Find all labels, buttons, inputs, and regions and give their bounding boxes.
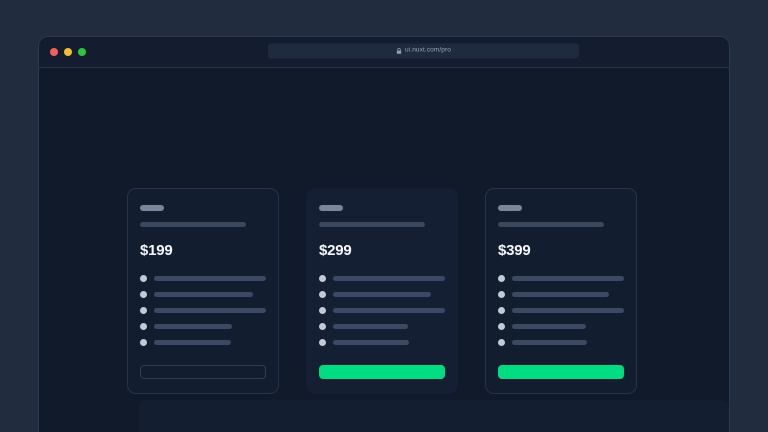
plan-description-skeleton xyxy=(498,222,604,227)
check-icon xyxy=(140,307,147,314)
window-controls xyxy=(50,48,86,56)
plan-cta-button[interactable] xyxy=(140,365,266,379)
feature-item xyxy=(319,323,445,330)
feature-text-skeleton xyxy=(333,292,431,297)
address-text: ui.nuxt.com/pro xyxy=(405,46,451,54)
feature-item xyxy=(498,291,624,298)
feature-item xyxy=(140,307,266,314)
check-icon xyxy=(319,323,326,330)
check-icon xyxy=(319,307,326,314)
feature-item xyxy=(319,307,445,314)
feature-list xyxy=(498,275,624,346)
feature-item xyxy=(498,339,624,346)
browser-titlebar: ui.nuxt.com/pro xyxy=(39,37,729,68)
check-icon xyxy=(140,339,147,346)
feature-text-skeleton xyxy=(333,324,408,329)
address-bar[interactable]: ui.nuxt.com/pro xyxy=(268,43,579,58)
feature-list xyxy=(140,275,266,346)
pricing-card[interactable]: $199 xyxy=(127,188,279,394)
plan-title-skeleton xyxy=(498,205,522,211)
plan-price: $199 xyxy=(140,242,173,259)
check-icon xyxy=(140,323,147,330)
browser-window: ui.nuxt.com/pro $199 xyxy=(38,36,730,432)
feature-item xyxy=(498,275,624,282)
plan-price: $399 xyxy=(498,242,531,259)
feature-item xyxy=(140,275,266,282)
check-icon xyxy=(498,291,505,298)
check-icon xyxy=(319,339,326,346)
plan-description-skeleton xyxy=(319,222,425,227)
pricing-card[interactable]: $399 xyxy=(485,188,637,394)
feature-text-skeleton xyxy=(154,292,253,297)
feature-text-skeleton xyxy=(512,324,586,329)
plan-title-skeleton xyxy=(319,205,343,211)
lock-icon xyxy=(396,47,402,54)
check-icon xyxy=(498,339,505,346)
plan-price: $299 xyxy=(319,242,352,259)
maximize-button[interactable] xyxy=(78,48,86,56)
feature-text-skeleton xyxy=(154,340,231,345)
feature-item xyxy=(319,339,445,346)
feature-item xyxy=(140,323,266,330)
check-icon xyxy=(498,323,505,330)
check-icon xyxy=(140,275,147,282)
check-icon xyxy=(498,275,505,282)
feature-text-skeleton xyxy=(512,340,587,345)
pricing-grid: $199 xyxy=(127,188,637,394)
close-button[interactable] xyxy=(50,48,58,56)
feature-item xyxy=(319,275,445,282)
background-panel xyxy=(139,400,729,432)
feature-item xyxy=(498,307,624,314)
feature-text-skeleton xyxy=(512,308,624,313)
plan-title-skeleton xyxy=(140,205,164,211)
feature-text-skeleton xyxy=(154,308,266,313)
feature-item xyxy=(140,291,266,298)
feature-item xyxy=(319,291,445,298)
check-icon xyxy=(498,307,505,314)
feature-item xyxy=(140,339,266,346)
feature-item xyxy=(498,323,624,330)
feature-list xyxy=(319,275,445,346)
check-icon xyxy=(140,291,147,298)
plan-description-skeleton xyxy=(140,222,246,227)
feature-text-skeleton xyxy=(333,308,445,313)
feature-text-skeleton xyxy=(154,276,266,281)
page-viewport: $199 xyxy=(39,68,729,432)
plan-cta-button[interactable] xyxy=(498,365,624,379)
feature-text-skeleton xyxy=(154,324,232,329)
feature-text-skeleton xyxy=(512,276,624,281)
minimize-button[interactable] xyxy=(64,48,72,56)
pricing-card[interactable]: $299 xyxy=(306,188,458,394)
check-icon xyxy=(319,275,326,282)
plan-cta-button[interactable] xyxy=(319,365,445,379)
check-icon xyxy=(319,291,326,298)
feature-text-skeleton xyxy=(333,276,445,281)
feature-text-skeleton xyxy=(512,292,609,297)
feature-text-skeleton xyxy=(333,340,409,345)
